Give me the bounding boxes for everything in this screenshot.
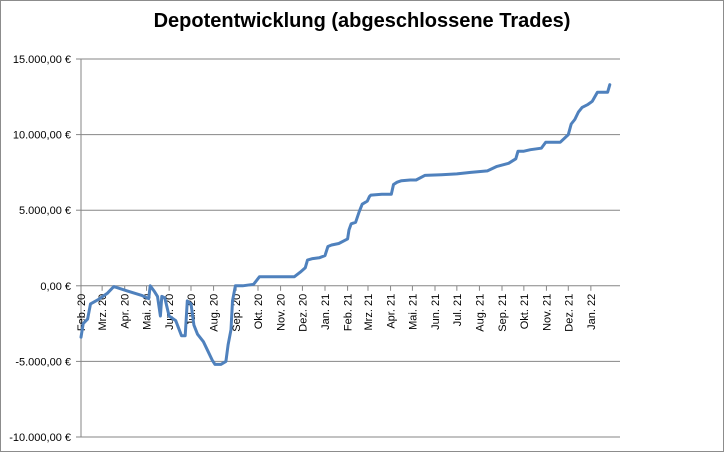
y-tick-label: -10.000,00 € bbox=[9, 432, 71, 444]
series-line bbox=[79, 83, 612, 366]
y-tick-label: -5.000,00 € bbox=[15, 356, 71, 368]
y-tick-label: 15.000,00 € bbox=[13, 54, 71, 66]
x-axis-ticks: Feb. 20 Mrz. 20 Apr. 20 Mai. 20 Jun. 20 Jul. … bbox=[76, 285, 598, 332]
x-tick-label: Mai. 21 bbox=[407, 294, 419, 330]
x-tick-label: Sep. 20 bbox=[231, 294, 243, 332]
x-tick-label: Jul. 21 bbox=[452, 294, 464, 326]
x-tick-label: Dez. 21 bbox=[563, 294, 575, 332]
x-tick-label: Jan. 22 bbox=[586, 294, 598, 330]
chart-title: Depotentwicklung (abgeschlossene Trades) bbox=[153, 10, 571, 32]
x-tick-label: Dez. 20 bbox=[297, 294, 309, 332]
x-tick-label: Jun. 21 bbox=[430, 294, 442, 330]
x-tick-label: Aug. 21 bbox=[474, 294, 486, 332]
y-tick-label: 0,00 € bbox=[40, 281, 71, 293]
x-tick-label: Mrz. 21 bbox=[363, 294, 375, 331]
x-tick-label: Apr. 20 bbox=[120, 294, 132, 329]
y-tick-label: 5.000,00 € bbox=[19, 205, 71, 217]
x-tick-label: Feb. 21 bbox=[343, 294, 355, 331]
x-tick-label: Sep. 21 bbox=[497, 294, 509, 332]
x-tick-label: Okt. 20 bbox=[253, 294, 265, 329]
series-group bbox=[79, 83, 612, 366]
x-tick-label: Mai. 20 bbox=[142, 294, 154, 330]
x-tick-label: Nov. 20 bbox=[276, 294, 288, 331]
gridlines bbox=[81, 58, 620, 438]
y-tick-label: 10.000,00 € bbox=[13, 130, 71, 142]
x-tick-label: Apr. 21 bbox=[386, 294, 398, 329]
x-tick-label: Nov. 21 bbox=[541, 294, 553, 331]
x-tick-label: Aug. 20 bbox=[209, 294, 221, 332]
x-tick-label: Jan. 21 bbox=[320, 294, 332, 330]
x-tick-label: Mrz. 20 bbox=[97, 294, 109, 331]
x-tick-label: Okt. 21 bbox=[519, 294, 531, 329]
y-axis-ticks: 15.000,00 € 10.000,00 € 5.000,00 € 0,00 € -5… bbox=[9, 54, 81, 444]
